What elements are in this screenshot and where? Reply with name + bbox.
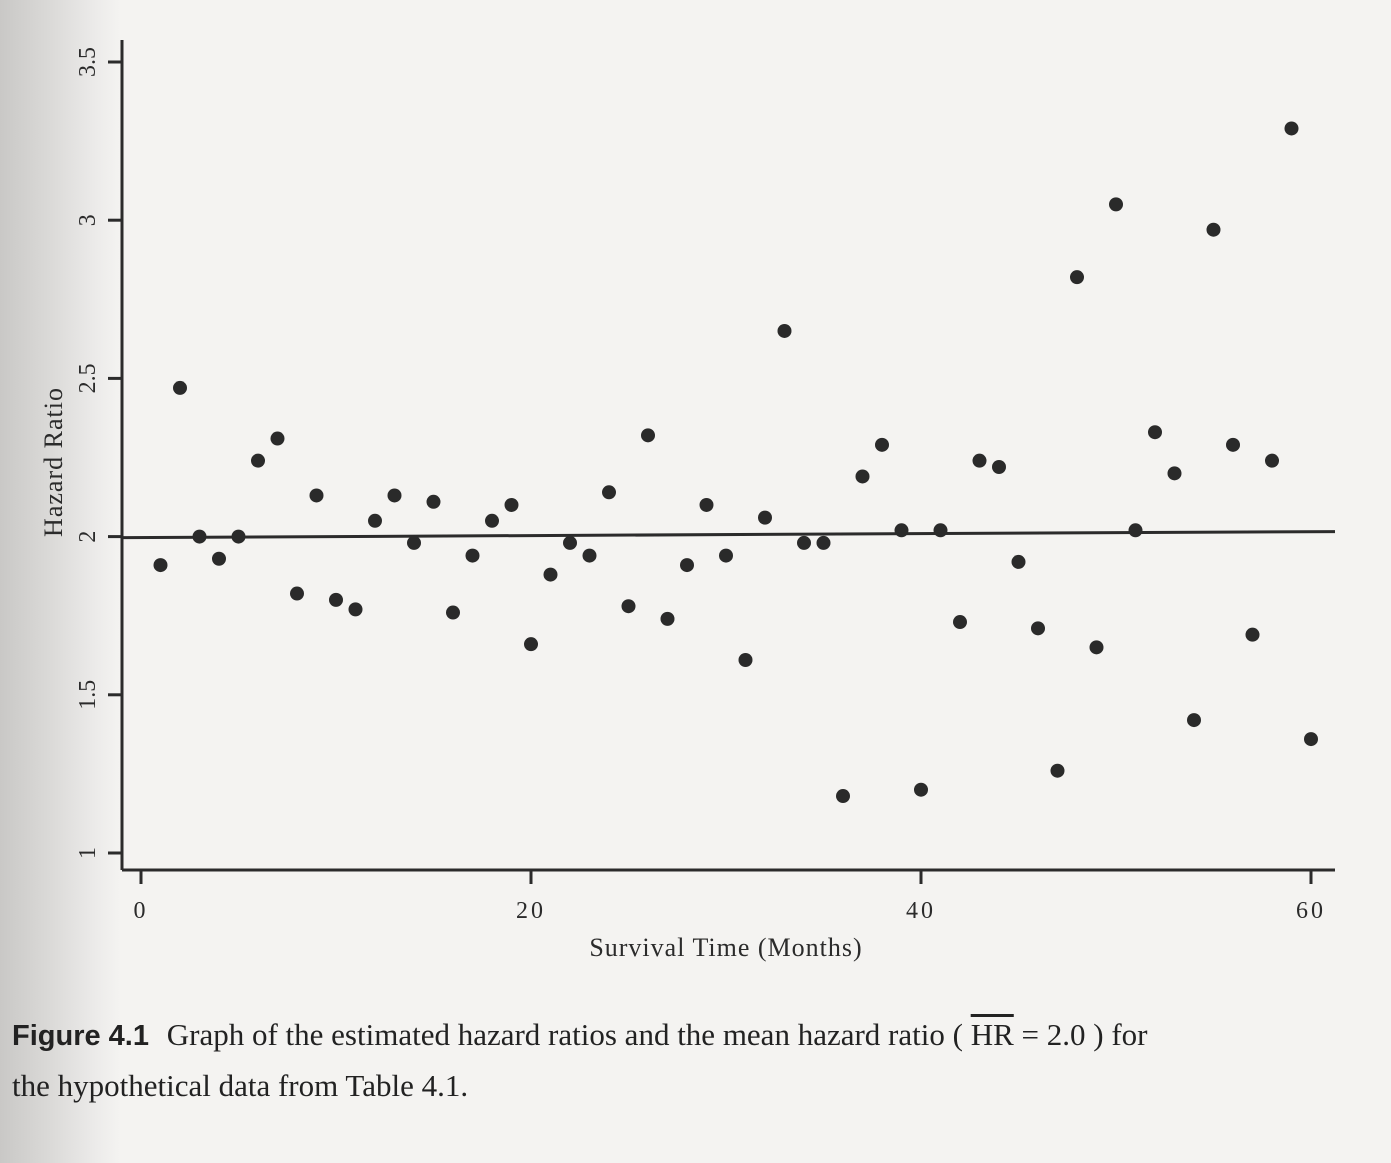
data-point bbox=[1109, 197, 1123, 212]
caption-line-2: the hypothetical data from Table 4.1. bbox=[12, 1068, 469, 1103]
data-point bbox=[992, 459, 1006, 474]
data-point bbox=[836, 789, 850, 804]
data-point bbox=[1265, 453, 1279, 468]
y-tick-label: 3.5 bbox=[75, 47, 101, 77]
data-point bbox=[719, 548, 733, 563]
data-point bbox=[1245, 627, 1260, 642]
data-point bbox=[1089, 640, 1104, 655]
data-point bbox=[309, 488, 324, 503]
y-axis-title: Hazard Ratio bbox=[39, 387, 68, 537]
y-tick-label: 3 bbox=[75, 214, 101, 226]
data-point bbox=[192, 529, 207, 544]
data-point bbox=[894, 523, 909, 538]
data-point bbox=[641, 428, 655, 443]
data-point bbox=[1167, 466, 1182, 481]
data-point bbox=[797, 535, 811, 550]
data-point bbox=[329, 592, 343, 607]
data-points bbox=[153, 121, 1318, 804]
scatter-chart: 1 1.5 2 2.5 3 3.5 0 20 40 60 Survival Time (Month… bbox=[39, 40, 1336, 962]
y-tick-label: 2 bbox=[75, 531, 101, 543]
data-point bbox=[738, 652, 753, 667]
data-point bbox=[816, 535, 831, 550]
y-tick-label: 1 bbox=[75, 847, 101, 859]
figure-caption: Figure 4.1 Graph of the estimated hazard… bbox=[12, 1010, 1372, 1111]
data-point bbox=[270, 431, 285, 446]
data-point bbox=[485, 513, 499, 528]
data-point bbox=[699, 497, 714, 512]
data-point bbox=[231, 529, 246, 544]
data-point bbox=[914, 782, 928, 797]
data-point bbox=[680, 558, 694, 573]
data-point bbox=[153, 558, 168, 573]
data-point bbox=[368, 513, 382, 528]
y-tick-label: 2.5 bbox=[75, 363, 101, 393]
x-tick-label: 20 bbox=[516, 898, 546, 924]
data-point bbox=[426, 494, 441, 509]
data-point bbox=[1031, 621, 1045, 636]
caption-text-after: = 2.0 ) for bbox=[1021, 1017, 1148, 1052]
data-point bbox=[524, 637, 538, 652]
data-point bbox=[173, 380, 187, 395]
data-point bbox=[563, 535, 577, 550]
data-point bbox=[446, 605, 460, 620]
data-point bbox=[465, 548, 480, 563]
data-point bbox=[972, 453, 987, 468]
chart-axes bbox=[108, 40, 1335, 884]
data-point bbox=[1070, 270, 1084, 285]
page-edge-shadow bbox=[0, 0, 120, 1163]
data-point bbox=[758, 510, 772, 525]
data-point bbox=[777, 323, 792, 338]
data-point bbox=[582, 548, 597, 563]
data-point bbox=[875, 437, 889, 452]
data-point bbox=[407, 535, 421, 550]
data-point bbox=[1284, 121, 1299, 136]
mean-hazard-ratio-line bbox=[121, 530, 1336, 540]
data-point bbox=[855, 469, 870, 484]
x-tick-label: 40 bbox=[906, 898, 936, 924]
data-point bbox=[933, 523, 948, 538]
data-point bbox=[290, 586, 304, 601]
data-point bbox=[602, 485, 616, 500]
caption-line-1: Figure 4.1 Graph of the estimated hazard… bbox=[12, 1010, 1372, 1061]
x-tick-label: 0 bbox=[134, 898, 149, 924]
data-point bbox=[212, 551, 226, 566]
data-point bbox=[1187, 713, 1201, 728]
tick-labels: 1 1.5 2 2.5 3 3.5 0 20 40 60 bbox=[75, 47, 1326, 924]
data-point bbox=[504, 497, 519, 512]
x-tick-label: 60 bbox=[1296, 898, 1326, 924]
data-point bbox=[543, 567, 558, 582]
data-point bbox=[1128, 523, 1143, 538]
hr-bar-symbol: HR bbox=[970, 1017, 1014, 1052]
x-axis-title: Survival Time (Months) bbox=[589, 933, 862, 962]
data-point bbox=[348, 602, 363, 617]
data-point bbox=[621, 599, 636, 614]
data-point bbox=[1011, 554, 1026, 569]
data-point bbox=[251, 453, 265, 468]
figure-label: Figure 4.1 bbox=[12, 1020, 149, 1052]
data-point bbox=[660, 611, 675, 626]
data-point bbox=[1226, 437, 1240, 452]
data-point bbox=[953, 615, 967, 630]
y-tick-label: 1.5 bbox=[75, 680, 101, 710]
caption-text-before: Graph of the estimated hazard ratios and… bbox=[166, 1017, 963, 1052]
data-point bbox=[1304, 732, 1318, 747]
data-point bbox=[1050, 763, 1065, 778]
data-point bbox=[1206, 222, 1221, 237]
data-point bbox=[1148, 425, 1162, 440]
data-point bbox=[387, 488, 402, 503]
